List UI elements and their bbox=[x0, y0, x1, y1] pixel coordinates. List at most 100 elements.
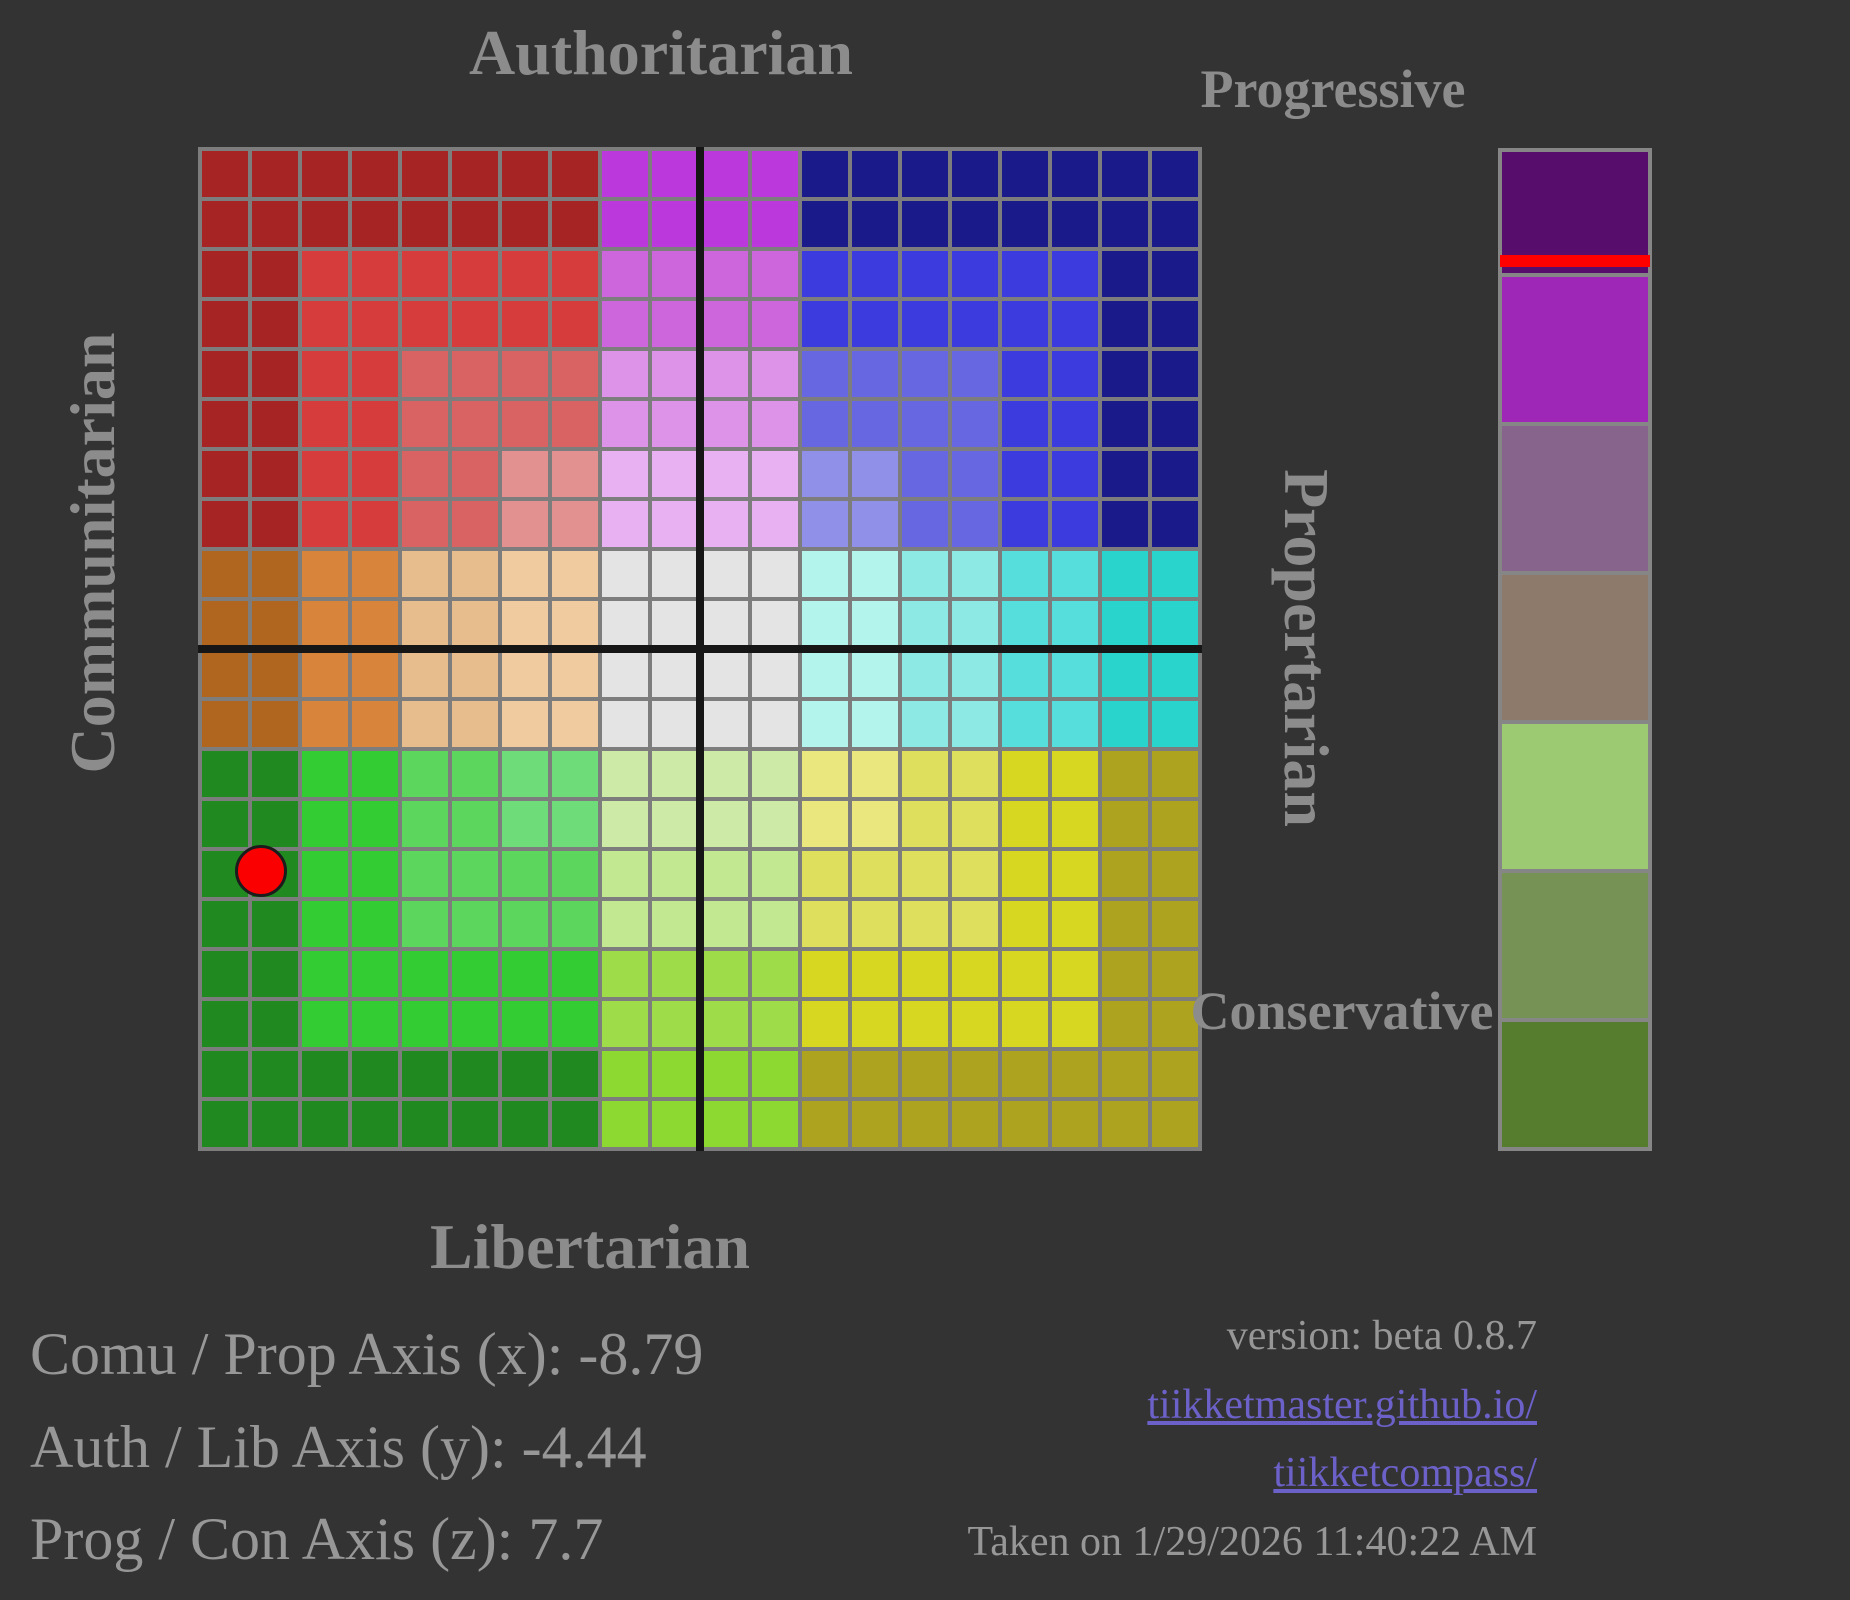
grid-cell bbox=[1102, 251, 1148, 297]
grid-cell bbox=[452, 251, 498, 297]
grid-cell bbox=[652, 851, 698, 897]
grid-cell bbox=[1102, 851, 1148, 897]
grid-cell bbox=[352, 701, 398, 747]
grid-cell bbox=[602, 1101, 648, 1147]
grid-cell bbox=[452, 401, 498, 447]
grid-cell bbox=[952, 551, 998, 597]
grid-cell bbox=[502, 301, 548, 347]
grid-cell bbox=[602, 501, 648, 547]
grid-cell bbox=[1052, 251, 1098, 297]
grid-cell bbox=[402, 901, 448, 947]
grid-cell bbox=[552, 951, 598, 997]
site-link-line2[interactable]: tiikketcompass/ bbox=[1273, 1450, 1537, 1496]
grid-cell bbox=[652, 451, 698, 497]
grid-cell bbox=[252, 601, 298, 647]
colorbar-segment bbox=[1502, 1022, 1648, 1147]
grid-cell bbox=[452, 1101, 498, 1147]
grid-cell bbox=[1052, 851, 1098, 897]
grid-cell bbox=[252, 651, 298, 697]
grid-cell bbox=[802, 401, 848, 447]
site-link-line1[interactable]: tiikketmaster.github.io/ bbox=[1147, 1382, 1537, 1428]
grid-cell bbox=[1002, 701, 1048, 747]
grid-cell bbox=[552, 201, 598, 247]
grid-cell bbox=[352, 851, 398, 897]
grid-cell bbox=[952, 701, 998, 747]
grid-cell bbox=[752, 651, 798, 697]
grid-cell bbox=[552, 1051, 598, 1097]
grid-cell bbox=[1052, 551, 1098, 597]
grid-cell bbox=[1102, 951, 1148, 997]
colorbar-segment bbox=[1502, 575, 1648, 720]
grid-cell bbox=[1152, 651, 1198, 697]
grid-cell bbox=[352, 801, 398, 847]
user-result-dot bbox=[234, 845, 287, 897]
grid-cell bbox=[752, 1051, 798, 1097]
readout-z-axis: Prog / Con Axis (z): 7.7 bbox=[30, 1506, 604, 1572]
grid-cell bbox=[852, 751, 898, 797]
grid-cell bbox=[252, 401, 298, 447]
grid-cell bbox=[902, 151, 948, 197]
grid-cell bbox=[952, 1051, 998, 1097]
grid-cell bbox=[402, 251, 448, 297]
grid-cell bbox=[202, 901, 248, 947]
grid-cell bbox=[952, 751, 998, 797]
grid-cell bbox=[252, 801, 298, 847]
grid-cell bbox=[202, 151, 248, 197]
readout-y-axis: Auth / Lib Axis (y): -4.44 bbox=[30, 1414, 647, 1480]
grid-cell bbox=[652, 401, 698, 447]
grid-cell bbox=[252, 151, 298, 197]
grid-cell bbox=[502, 251, 548, 297]
grid-cell bbox=[702, 651, 748, 697]
grid-cell bbox=[1102, 801, 1148, 847]
grid-cell bbox=[252, 1101, 298, 1147]
grid-cell bbox=[802, 201, 848, 247]
grid-cell bbox=[1002, 351, 1048, 397]
grid-cell bbox=[652, 501, 698, 547]
grid-cell bbox=[802, 751, 848, 797]
grid-cell bbox=[402, 401, 448, 447]
grid-cell bbox=[602, 701, 648, 747]
grid-cell bbox=[1152, 701, 1198, 747]
grid-cell bbox=[1152, 1051, 1198, 1097]
grid-cell bbox=[1152, 801, 1198, 847]
grid-cell bbox=[302, 751, 348, 797]
grid-cell bbox=[502, 651, 548, 697]
grid-cell bbox=[352, 751, 398, 797]
grid-cell bbox=[652, 651, 698, 697]
grid-cell bbox=[902, 501, 948, 547]
grid-cell bbox=[852, 151, 898, 197]
grid-cell bbox=[752, 1001, 798, 1047]
grid-cell bbox=[502, 151, 548, 197]
grid-cell bbox=[702, 1051, 748, 1097]
grid-cell bbox=[1002, 751, 1048, 797]
grid-cell bbox=[1002, 301, 1048, 347]
colorbar-separator bbox=[1502, 869, 1648, 873]
grid-cell bbox=[502, 1101, 548, 1147]
grid-cell bbox=[952, 401, 998, 447]
grid-cell bbox=[402, 351, 448, 397]
grid-cell bbox=[702, 401, 748, 447]
grid-cell bbox=[802, 701, 848, 747]
grid-cell bbox=[652, 251, 698, 297]
grid-cell bbox=[302, 401, 348, 447]
grid-cell bbox=[802, 901, 848, 947]
grid-cell bbox=[202, 201, 248, 247]
grid-cell bbox=[552, 601, 598, 647]
grid-cell bbox=[302, 851, 348, 897]
grid-cell bbox=[552, 1001, 598, 1047]
grid-cell bbox=[902, 451, 948, 497]
colorbar-separator bbox=[1502, 720, 1648, 724]
grid-cell bbox=[352, 651, 398, 697]
colorbar-separator bbox=[1502, 273, 1648, 277]
grid-cell bbox=[402, 451, 448, 497]
grid-cell bbox=[902, 851, 948, 897]
colorbar-segment bbox=[1502, 277, 1648, 422]
grid-cell bbox=[1052, 151, 1098, 197]
grid-cell bbox=[502, 751, 548, 797]
grid-cell bbox=[902, 301, 948, 347]
grid-cell bbox=[452, 201, 498, 247]
grid-cell bbox=[702, 151, 748, 197]
grid-cell bbox=[352, 301, 398, 347]
grid-cell bbox=[1002, 151, 1048, 197]
grid-cell bbox=[952, 251, 998, 297]
